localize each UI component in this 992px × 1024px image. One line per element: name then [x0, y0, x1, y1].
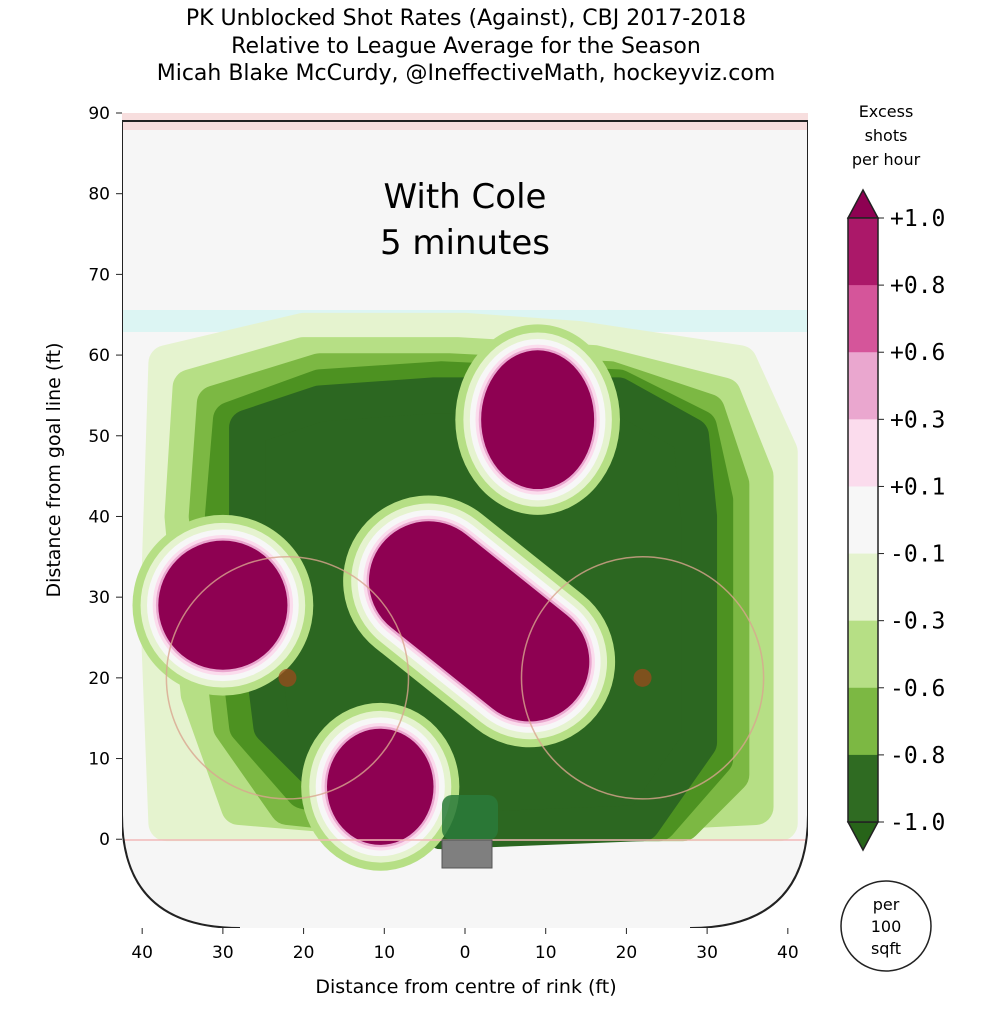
colorbar-tick-label: +0.1 [890, 474, 945, 500]
x-tick-label: 30 [212, 943, 234, 963]
colorbar-segment [848, 218, 878, 286]
goal-net [441, 839, 493, 869]
y-tick-label: 20 [88, 669, 110, 689]
hotspot-high-slot-right [481, 350, 595, 490]
y-tick-label: 90 [88, 104, 110, 124]
title-line-1: PK Unblocked Shot Rates (Against), CBJ 2… [186, 6, 746, 31]
colorbar-segment [848, 553, 878, 622]
colorbar-title-2: shots [865, 126, 908, 145]
colorbar-under-extend [846, 821, 880, 852]
y-axis-label: Distance from goal line (ft) [43, 343, 65, 598]
colorbar-over-extend [846, 188, 880, 219]
colorbar-tick-label: +0.8 [890, 273, 945, 299]
faceoff-dot-0 [278, 668, 297, 687]
y-tick-label: 10 [88, 750, 110, 770]
colorbar-tick-label: -1.0 [890, 810, 945, 836]
plot-area [122, 113, 808, 928]
rink-boards [122, 120, 808, 928]
y-tick-label: 80 [88, 185, 110, 205]
unit-note-1: per [873, 895, 900, 914]
x-tick-label: 40 [777, 943, 799, 963]
unit-note-3: sqft [871, 939, 901, 958]
y-tick-label: 50 [88, 427, 110, 447]
x-tick-label: 30 [696, 943, 718, 963]
x-tick-label: 0 [460, 943, 471, 963]
hotspot-low-slot-left [326, 728, 434, 845]
faceoff-dot-1 [633, 668, 652, 687]
y-tick-label: 70 [88, 265, 110, 285]
chart-title: PK Unblocked Shot Rates (Against), CBJ 2… [157, 6, 776, 86]
unit-note-circle [840, 880, 932, 972]
colorbar-segment [848, 285, 878, 353]
x-tick-label: 20 [616, 943, 638, 963]
title-line-2: Relative to League Average for the Seaso… [231, 34, 701, 59]
colorbar-title-3: per hour [852, 150, 921, 169]
faceoff-circle-1 [520, 556, 765, 800]
x-tick-label: 10 [373, 943, 395, 963]
colorbar-outline [847, 217, 879, 823]
annotation-player: With Cole [384, 177, 547, 217]
unit-note-2: 100 [871, 917, 902, 936]
x-tick-label: 40 [131, 943, 153, 963]
hotspot-left-faceoff-high [158, 540, 288, 670]
colorbar: Excess shots per hour +1.0 +0.8 +0.6 +0.3 +0… [846, 102, 945, 852]
colorbar-title-1: Excess [859, 102, 914, 121]
y-tick-label: 30 [88, 588, 110, 608]
colorbar-tick-label: +0.3 [890, 407, 945, 433]
annotation-toi: 5 minutes [380, 223, 550, 263]
faceoff-circle-0 [165, 556, 410, 800]
title-line-3: Micah Blake McCurdy, @IneffectiveMath, h… [157, 61, 776, 86]
unit-note: per 100 sqft [840, 880, 932, 972]
x-tick-label: 10 [535, 943, 557, 963]
colorbar-tick-label: -0.8 [890, 743, 945, 769]
colorbar-segment [848, 352, 878, 420]
y-tick-label: 40 [88, 507, 110, 527]
colorbar-segment [848, 620, 878, 689]
colorbar-tick-label: -0.6 [890, 676, 945, 702]
x-axis-label: Distance from centre of rink (ft) [315, 976, 616, 998]
x-tick-label: 20 [293, 943, 315, 963]
colorbar-tick-label: +0.6 [890, 340, 945, 366]
colorbar-segment [848, 754, 878, 823]
y-tick-label: 60 [88, 346, 110, 366]
colorbar-tick-label: -0.3 [890, 609, 945, 635]
colorbar-segment [848, 486, 878, 555]
colorbar-tick-label: +1.0 [890, 206, 945, 232]
colorbar-segment [848, 687, 878, 756]
crease-area [442, 795, 498, 840]
colorbar-segment [848, 419, 878, 487]
hotspot-slot-diagonal [368, 521, 590, 722]
y-tick-label: 0 [99, 830, 110, 850]
colorbar-tick-label: -0.1 [890, 542, 945, 568]
